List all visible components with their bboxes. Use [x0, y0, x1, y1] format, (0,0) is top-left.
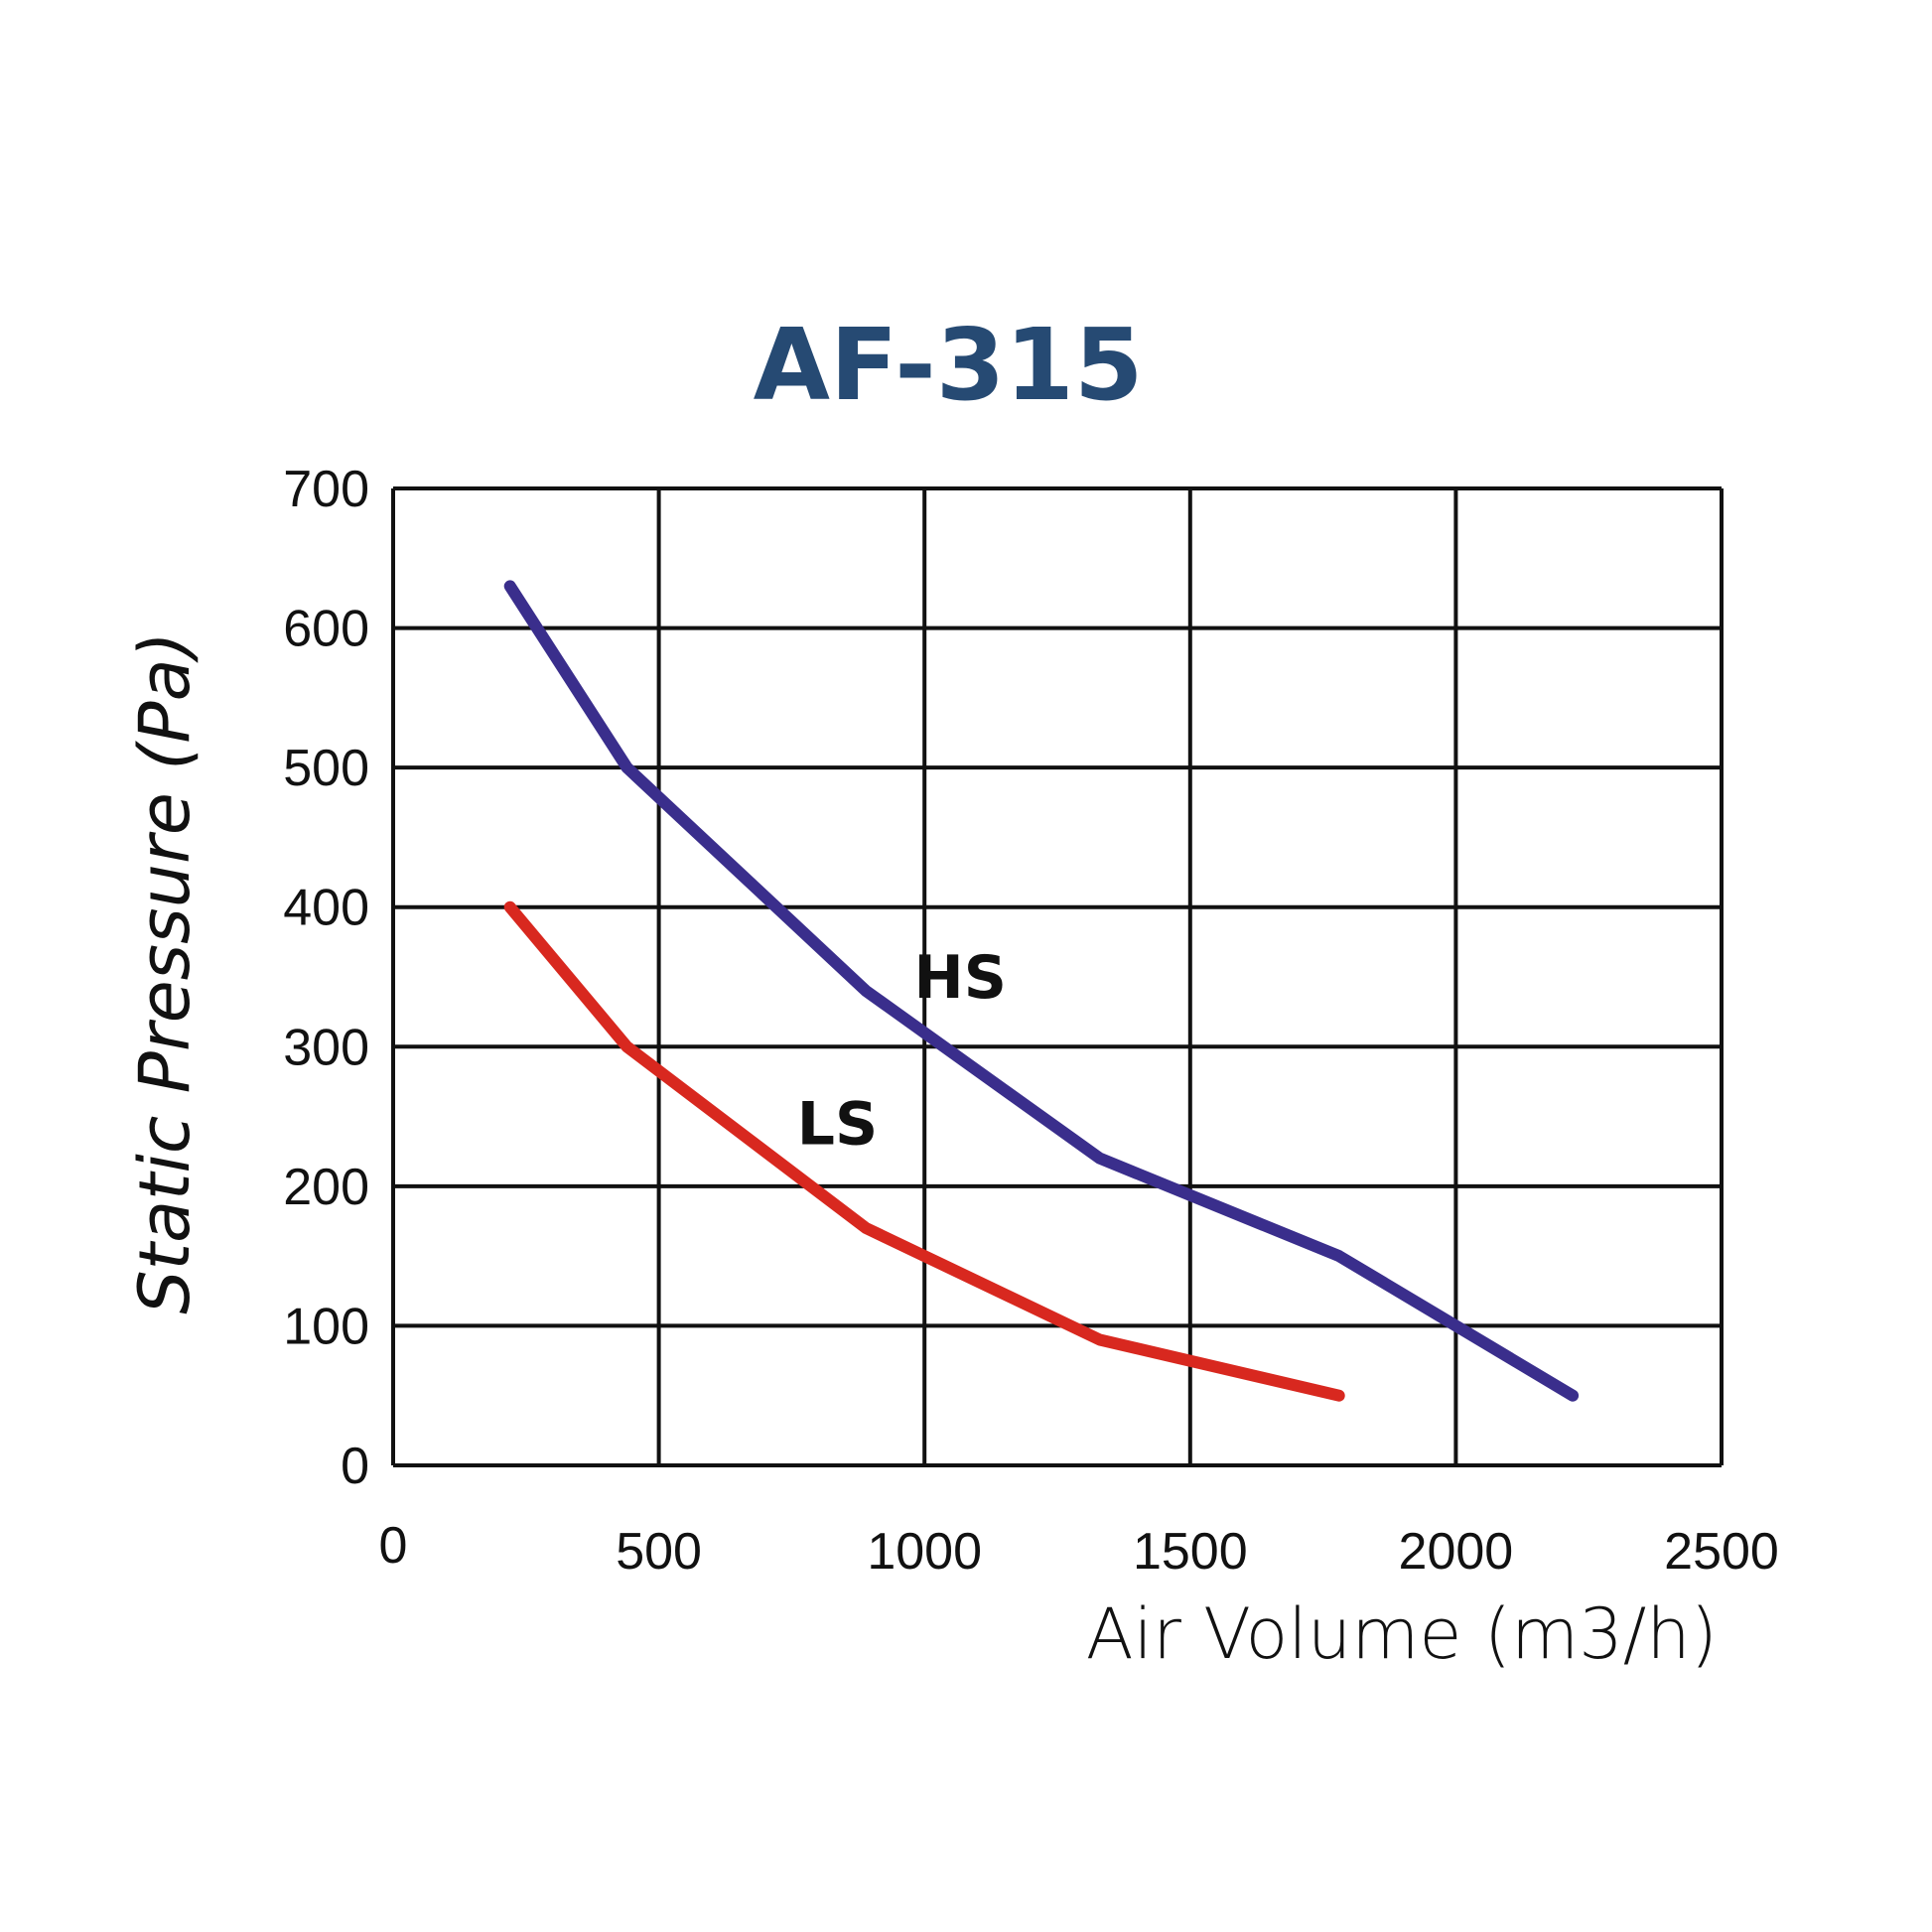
- y-tick-label: 200: [283, 1159, 369, 1216]
- y-tick-label: 300: [283, 1019, 369, 1076]
- chart-title: AF-315: [754, 307, 1144, 423]
- series-label-hs: HS: [913, 943, 1006, 1013]
- series-lines: [503, 580, 1580, 1402]
- x-tick-label: 2500: [1664, 1523, 1779, 1581]
- y-tick-label: 600: [283, 601, 369, 658]
- x-axis-ticks: 0 500 1000 1500 2000 2500: [379, 1517, 1779, 1581]
- series-labels: HS LS: [797, 943, 1007, 1160]
- y-tick-label: 500: [283, 740, 369, 797]
- x-axis-label: Air Volume (m3/h): [1086, 1593, 1718, 1675]
- x-tick-label: 1500: [1133, 1523, 1248, 1581]
- series-label-ls: LS: [797, 1090, 878, 1160]
- x-tick-label: 0: [379, 1517, 408, 1575]
- y-axis-label: Static Pressure (Pa): [124, 631, 206, 1314]
- x-tick-label: 2000: [1399, 1523, 1514, 1581]
- x-tick-label: 500: [616, 1523, 702, 1581]
- x-tick-label: 1000: [867, 1523, 982, 1581]
- y-tick-label: 400: [283, 880, 369, 937]
- series-line-hs: [503, 580, 1580, 1402]
- y-tick-label: 100: [283, 1298, 369, 1355]
- y-axis-ticks: 0 100 200 300 400 500 600 700: [283, 461, 369, 1495]
- y-tick-label: 700: [283, 461, 369, 518]
- y-tick-label: 0: [341, 1438, 369, 1495]
- grid: [391, 486, 1724, 1467]
